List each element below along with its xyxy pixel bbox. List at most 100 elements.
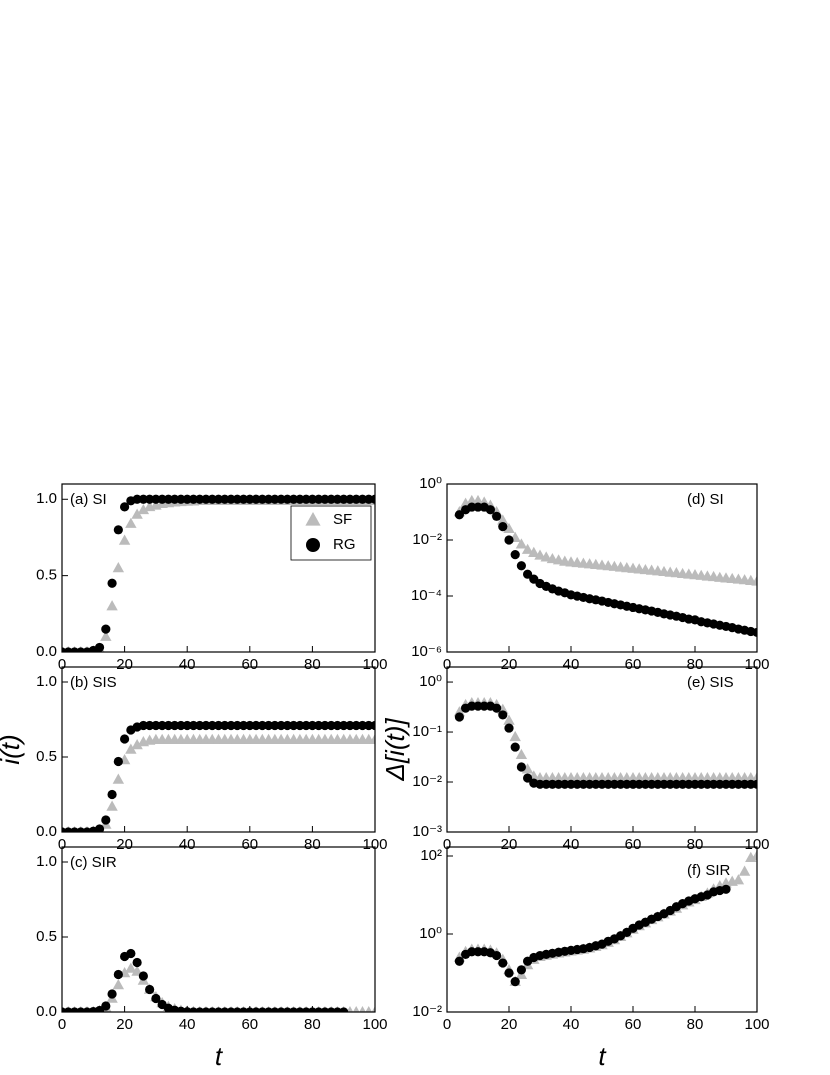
x-tick-label: 0 — [58, 656, 66, 673]
marker — [106, 800, 118, 811]
plot-area — [62, 948, 375, 1012]
y-tick-label: 1.0 — [36, 673, 57, 690]
marker — [751, 772, 757, 783]
marker — [454, 956, 464, 966]
y-tick-label: 10⁻² — [412, 1003, 442, 1020]
marker — [721, 884, 731, 894]
marker — [132, 957, 142, 968]
x-axis-label: t — [598, 1041, 607, 1071]
frame — [61, 483, 376, 653]
frame — [446, 483, 758, 653]
x-tick-label: 0 — [443, 836, 451, 853]
x-tick-label: 80 — [304, 1016, 321, 1033]
marker — [118, 534, 131, 545]
legend-label: SF — [333, 511, 352, 528]
marker — [113, 969, 123, 980]
marker — [145, 984, 155, 995]
y-tick-label: 10⁻² — [412, 531, 442, 548]
y-tick-label: 0.5 — [36, 567, 57, 584]
legend-marker — [306, 538, 320, 552]
marker — [492, 703, 502, 713]
plot-area — [62, 494, 375, 652]
marker — [751, 575, 757, 586]
marker — [352, 1006, 360, 1012]
marker — [101, 815, 111, 825]
marker — [497, 514, 509, 525]
marker — [510, 742, 520, 752]
marker — [738, 865, 751, 876]
x-tick-label: 100 — [362, 656, 387, 673]
marker — [125, 743, 137, 754]
x-tick-label: 40 — [563, 836, 580, 853]
plot-area — [62, 720, 375, 832]
marker — [521, 763, 534, 774]
panel-label: (e) SIS — [687, 674, 734, 691]
marker — [534, 549, 546, 560]
y-axis-label: Δ[i(t)] — [380, 718, 410, 782]
x-tick-label: 80 — [687, 836, 704, 853]
y-tick-label: 10⁻⁶ — [411, 643, 442, 660]
marker — [498, 710, 508, 720]
frame — [61, 666, 376, 833]
marker — [151, 993, 161, 1004]
marker — [454, 510, 464, 520]
marker — [125, 962, 137, 973]
panel-label: (b) SIS — [70, 674, 117, 691]
marker — [510, 550, 520, 560]
x-tick-label: 60 — [625, 656, 642, 673]
marker — [732, 874, 745, 885]
y-tick-label: 10² — [420, 847, 442, 864]
marker — [504, 535, 514, 545]
marker — [94, 642, 105, 652]
x-tick-label: 100 — [744, 1016, 769, 1033]
marker — [94, 824, 105, 832]
legend-label: RG — [333, 536, 356, 553]
marker — [752, 627, 757, 638]
marker — [101, 624, 111, 634]
y-tick-label: 10⁰ — [419, 925, 442, 942]
marker — [126, 948, 136, 959]
panel-label: (a) SI — [70, 491, 107, 508]
marker — [120, 734, 130, 744]
x-tick-label: 60 — [625, 836, 642, 853]
x-tick-label: 100 — [362, 836, 387, 853]
x-tick-label: 80 — [687, 1016, 704, 1033]
y-tick-label: 10⁻³ — [412, 823, 442, 840]
marker — [120, 502, 130, 512]
x-axis-label: t — [215, 1041, 224, 1071]
x-tick-label: 20 — [116, 656, 133, 673]
marker — [752, 779, 757, 789]
marker — [492, 950, 502, 961]
y-tick-label: 0.5 — [36, 928, 57, 945]
x-tick-label: 100 — [744, 656, 769, 673]
marker — [485, 505, 495, 515]
marker — [137, 503, 150, 515]
legend-marker — [305, 512, 321, 526]
x-tick-label: 0 — [443, 1016, 451, 1033]
frame — [446, 846, 758, 1013]
marker — [515, 748, 528, 760]
plot-area — [453, 849, 757, 987]
y-tick-label: 1.0 — [36, 490, 57, 507]
marker — [751, 849, 757, 861]
marker — [107, 578, 117, 588]
y-tick-label: 0.0 — [36, 823, 57, 840]
x-tick-label: 0 — [443, 656, 451, 673]
x-tick-label: 60 — [241, 656, 258, 673]
x-tick-label: 40 — [179, 656, 196, 673]
marker — [107, 789, 117, 800]
marker — [523, 773, 533, 783]
x-tick-label: 20 — [501, 656, 518, 673]
y-tick-label: 0.0 — [36, 643, 57, 660]
x-tick-label: 60 — [625, 1016, 642, 1033]
plot-area — [453, 697, 757, 789]
marker — [369, 733, 375, 744]
y-tick-label: 10⁻² — [412, 773, 442, 790]
marker — [503, 714, 515, 725]
x-tick-label: 60 — [241, 836, 258, 853]
marker — [509, 730, 521, 742]
marker — [131, 739, 143, 750]
marker — [503, 522, 515, 534]
y-tick-label: 10⁻⁴ — [411, 587, 442, 604]
frame — [61, 846, 376, 1013]
